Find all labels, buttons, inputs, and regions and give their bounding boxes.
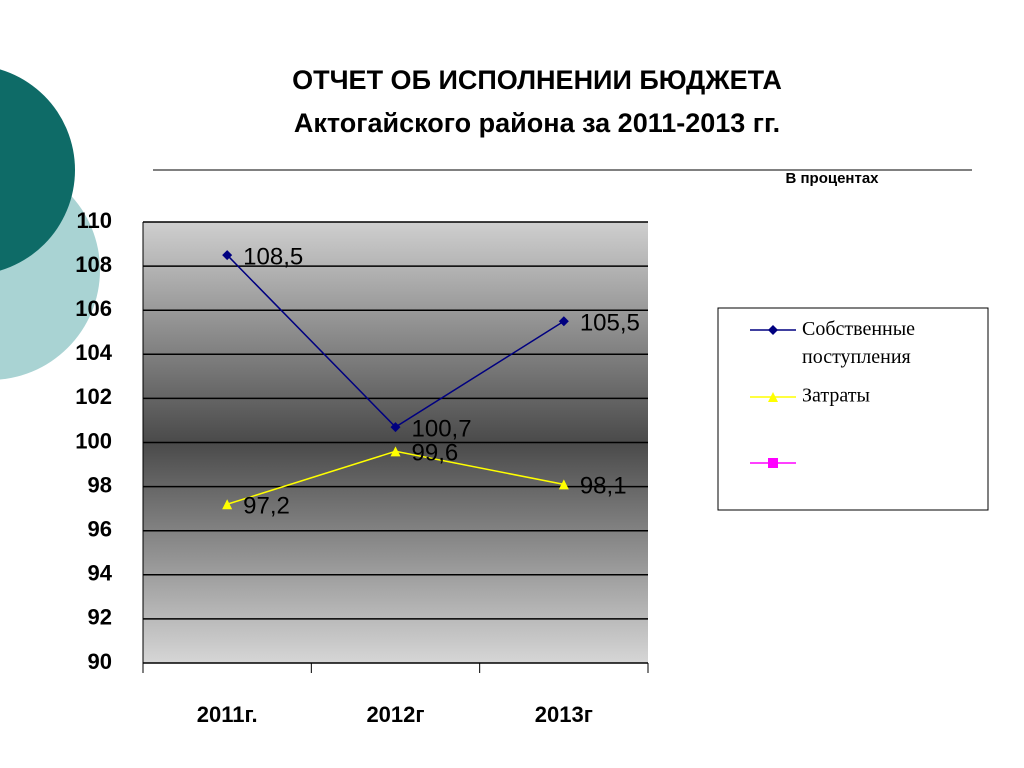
y-tick-label: 96: [88, 517, 112, 542]
y-tick-label: 108: [75, 252, 112, 277]
y-tick-label: 92: [88, 605, 112, 630]
legend-marker: [768, 325, 778, 335]
legend-marker: [768, 458, 778, 468]
data-label: 97,2: [243, 493, 290, 520]
decor-circle: [0, 69, 75, 271]
y-tick-label: 104: [75, 340, 112, 365]
data-label: 99,6: [412, 440, 459, 467]
data-point: [390, 446, 401, 457]
data-point: [558, 479, 569, 490]
legend-label: Затраты: [802, 385, 870, 407]
data-point: [390, 422, 401, 433]
data-point: [558, 316, 569, 327]
x-tick-label: 2013г: [535, 702, 593, 727]
y-tick-label: 110: [77, 208, 113, 233]
data-label: 108,5: [243, 243, 303, 270]
y-tick-label: 94: [88, 561, 113, 586]
x-tick-label: 2011г.: [197, 702, 258, 727]
data-label: 100,7: [412, 415, 472, 442]
legend-label: Собственные поступления: [802, 318, 915, 368]
data-label: 105,5: [580, 310, 640, 337]
data-point: [222, 499, 233, 510]
subtitle: Актогайского района за 2011-2013 гг.: [294, 108, 780, 138]
legend: [717, 307, 989, 511]
data-point: [222, 250, 233, 261]
y-tick-label: 102: [75, 384, 112, 409]
unit-note: В процентах: [785, 170, 879, 187]
y-tick-label: 98: [88, 472, 112, 497]
title: ОТЧЕТ ОБ ИСПОЛНЕНИИ БЮДЖЕТА: [292, 65, 782, 95]
legend-marker: [768, 392, 778, 402]
x-tick-label: 2012г: [366, 702, 424, 727]
data-label: 98,1: [580, 473, 627, 500]
y-tick-label: 106: [75, 296, 112, 321]
y-tick-label: 90: [88, 649, 112, 674]
y-tick-label: 100: [75, 428, 112, 453]
